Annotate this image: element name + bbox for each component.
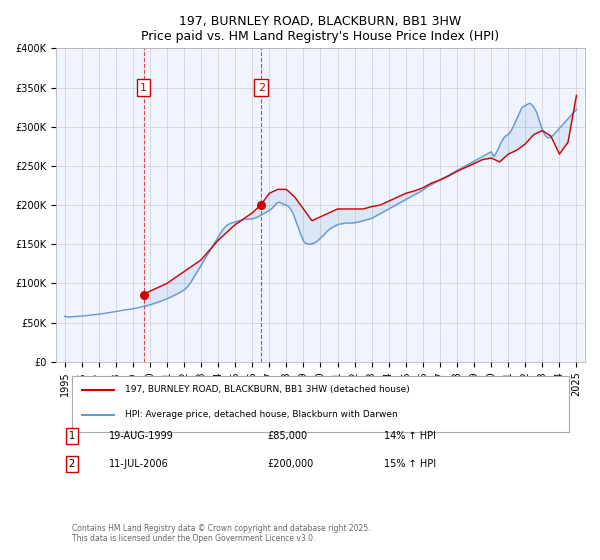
Text: 15% ↑ HPI: 15% ↑ HPI (384, 459, 436, 469)
FancyBboxPatch shape (72, 376, 569, 432)
Point (139, 291, 148, 300)
Text: 2: 2 (258, 82, 265, 92)
Text: 2: 2 (69, 459, 75, 469)
Text: 1: 1 (140, 82, 147, 92)
Text: 1: 1 (69, 431, 75, 441)
Text: 197, BURNLEY ROAD, BLACKBURN, BB1 3HW (detached house): 197, BURNLEY ROAD, BLACKBURN, BB1 3HW (d… (125, 385, 409, 394)
Text: £85,000: £85,000 (268, 431, 308, 441)
Text: 14% ↑ HPI: 14% ↑ HPI (384, 431, 436, 441)
Text: 11-JUL-2006: 11-JUL-2006 (109, 459, 169, 469)
Title: 197, BURNLEY ROAD, BLACKBURN, BB1 3HW
Price paid vs. HM Land Registry's House Pr: 197, BURNLEY ROAD, BLACKBURN, BB1 3HW Pr… (142, 15, 500, 43)
Text: £200,000: £200,000 (268, 459, 314, 469)
Text: Contains HM Land Registry data © Crown copyright and database right 2025.
This d: Contains HM Land Registry data © Crown c… (72, 524, 370, 543)
Text: 19-AUG-1999: 19-AUG-1999 (109, 431, 173, 441)
Point (256, 200, 266, 209)
Text: HPI: Average price, detached house, Blackburn with Darwen: HPI: Average price, detached house, Blac… (125, 410, 397, 419)
